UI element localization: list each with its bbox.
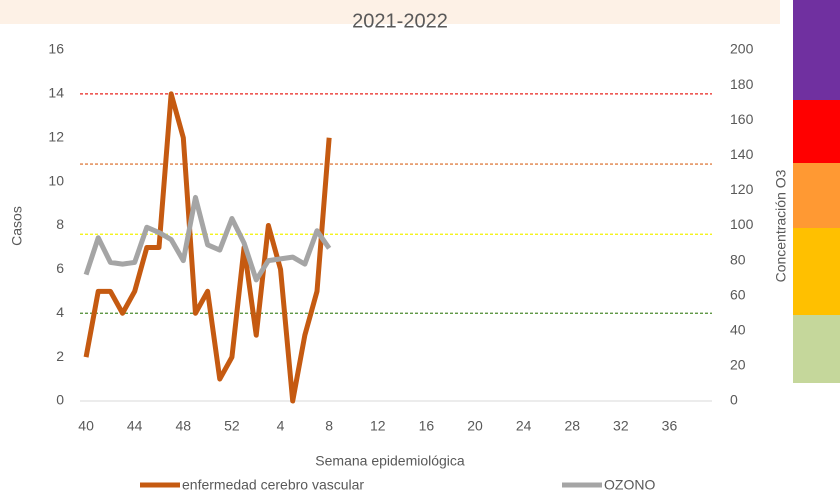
legend-label: OZONO [604,477,655,493]
banner [0,0,780,24]
y-tick-label: 12 [48,128,64,144]
x-tick-label: 8 [325,418,333,434]
x-tick-label: 4 [277,418,285,434]
y2-tick-label: 40 [730,322,746,338]
x-tick-label: 12 [370,418,386,434]
y2-tick-label: 180 [730,76,754,92]
scale-block [793,228,840,315]
y2-tick-label: 160 [730,111,754,127]
legend-label: enfermedad cerebro vascular [182,477,364,493]
y2-tick-label: 60 [730,286,746,302]
x-tick-label: 40 [78,418,94,434]
y-tick-label: 8 [56,216,64,232]
x-tick-label: 16 [419,418,435,434]
y-tick-label: 2 [56,348,64,364]
y-tick-label: 4 [56,304,64,320]
y-tick-label: 6 [56,260,64,276]
scale-block [793,0,840,100]
y2-axis-title: Concentración O3 [773,169,789,282]
x-tick-label: 32 [613,418,629,434]
series-line [83,194,332,283]
y-tick-label: 0 [56,392,64,408]
scale-block [793,163,840,228]
scale-block [793,315,840,383]
x-tick-label: 20 [467,418,483,434]
x-axis-title: Semana epidemiológica [315,453,465,469]
y2-tick-label: 0 [730,392,738,408]
y2-tick-label: 20 [730,357,746,373]
y2-tick-label: 140 [730,146,754,162]
y2-tick-label: 100 [730,216,754,232]
x-tick-label: 28 [564,418,580,434]
y-tick-label: 10 [48,172,64,188]
scale-block [793,100,840,163]
y-axis-title: Casos [9,206,25,246]
x-tick-label: 36 [662,418,678,434]
y2-tick-label: 120 [730,181,754,197]
y2-tick-label: 200 [730,41,754,57]
chart-title: 2021-2022 [352,10,448,32]
x-tick-label: 24 [516,418,532,434]
y-tick-label: 14 [48,85,64,101]
x-tick-label: 48 [176,418,192,434]
y-tick-label: 16 [48,41,64,57]
y2-tick-label: 80 [730,251,746,267]
x-tick-label: 44 [127,418,143,434]
series-line [83,91,332,404]
x-tick-label: 52 [224,418,240,434]
